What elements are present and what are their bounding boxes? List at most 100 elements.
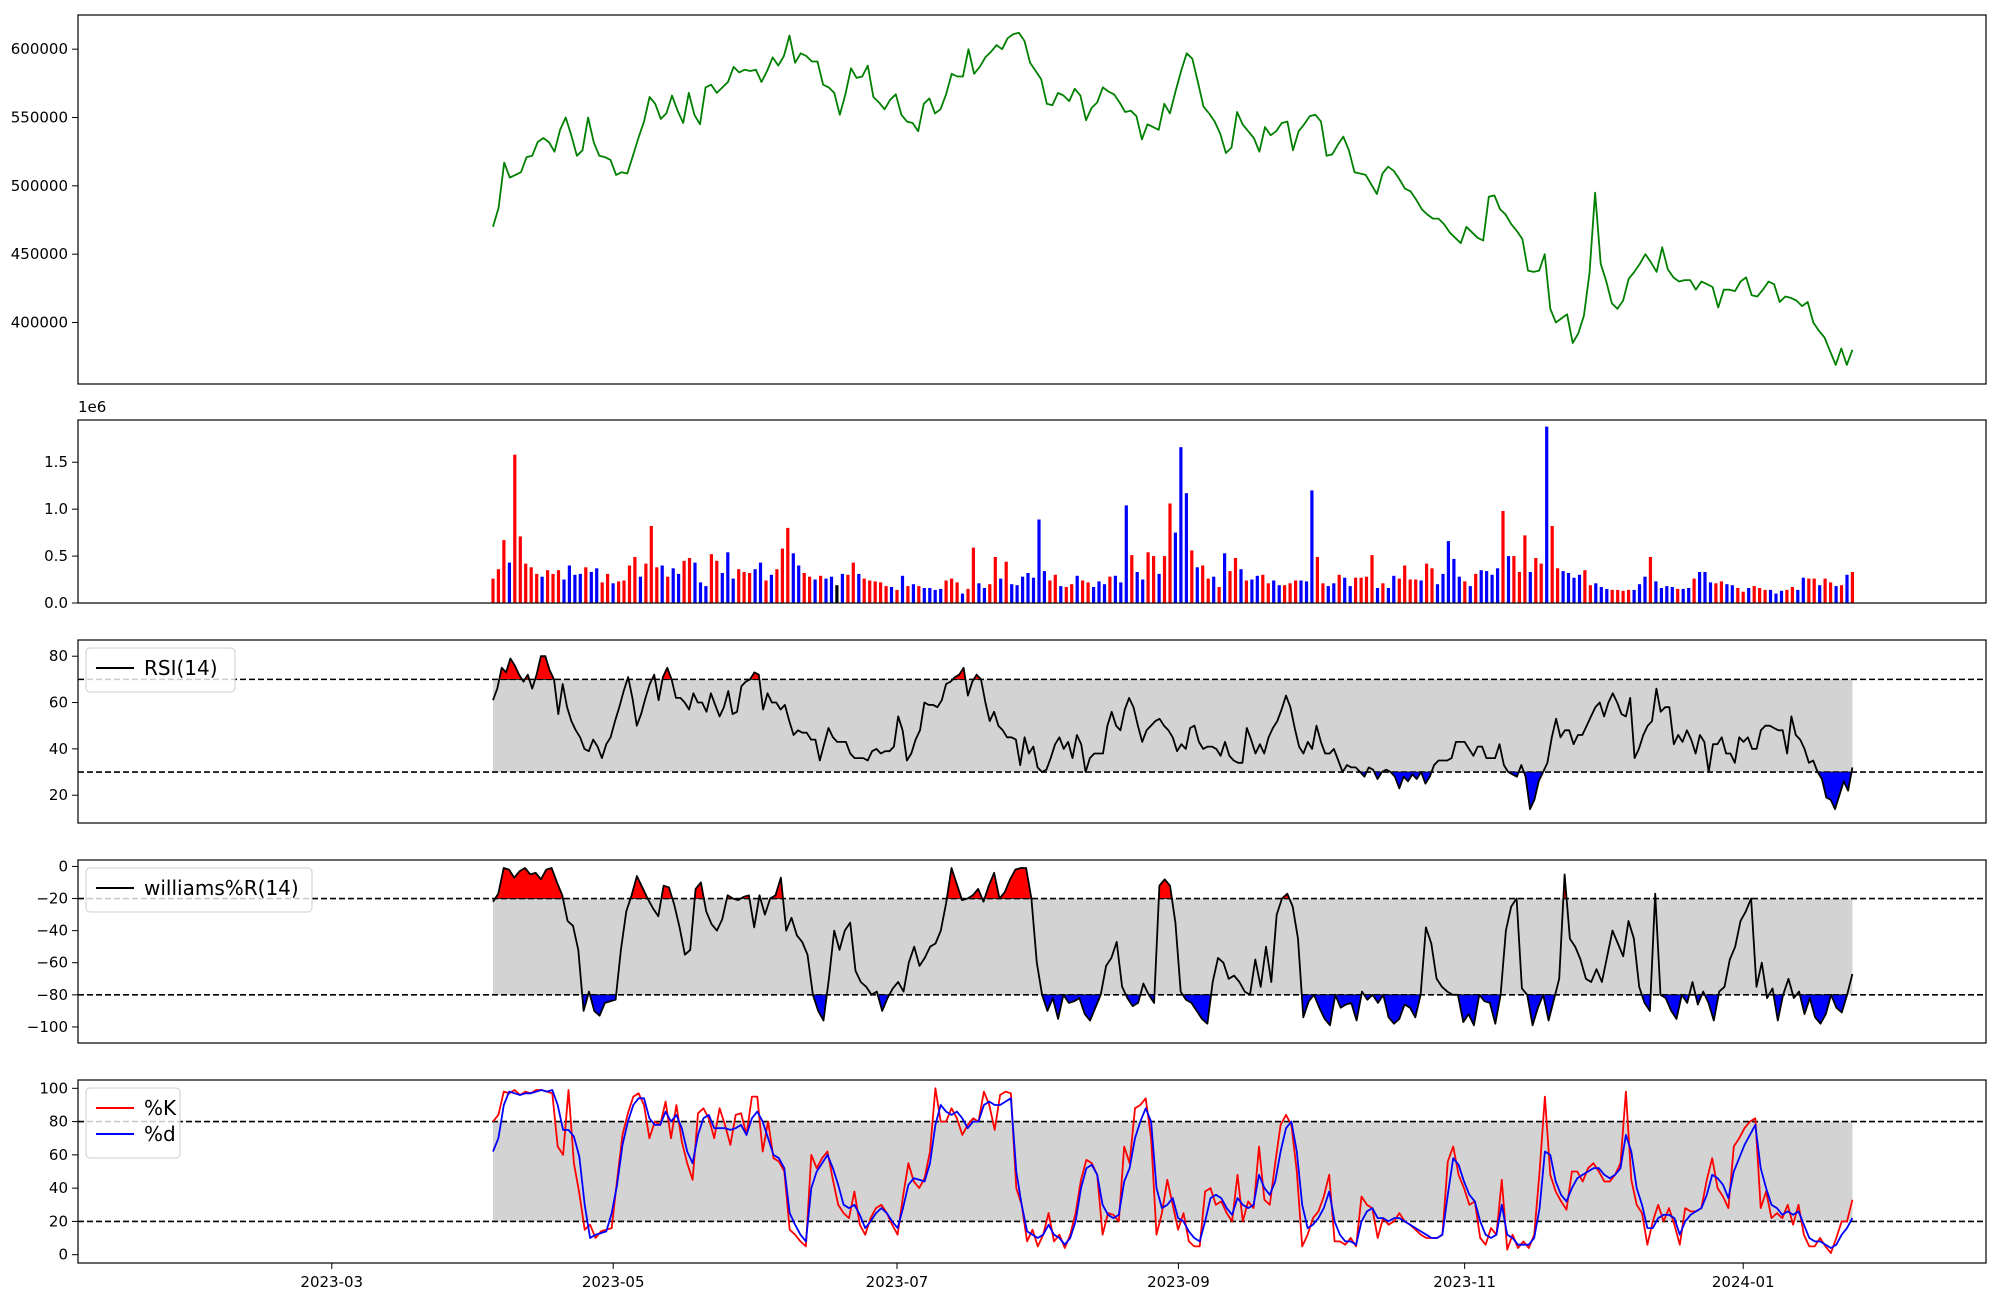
volume-bar xyxy=(1708,582,1713,603)
volume-bar xyxy=(1441,573,1445,603)
volume-bar xyxy=(1430,568,1434,603)
volume-bar xyxy=(1523,535,1527,603)
volume-bar xyxy=(1779,590,1784,603)
volume-bar xyxy=(966,588,970,603)
volume-bar xyxy=(808,576,812,603)
volume-bar xyxy=(1124,505,1128,603)
volume-bar xyxy=(988,584,992,603)
williams-legend-label: williams%R(14) xyxy=(144,876,299,900)
volume-bar xyxy=(1277,585,1281,603)
volume-bar xyxy=(748,573,752,603)
volume-bar xyxy=(939,588,943,603)
volume-bar xyxy=(562,579,566,603)
volume-bar xyxy=(1239,569,1243,603)
volume-bar xyxy=(1485,571,1489,603)
volume-bar xyxy=(1681,588,1685,603)
price-ytick-label: 600000 xyxy=(11,40,68,58)
volume-bar xyxy=(709,554,713,603)
volume-bar xyxy=(780,548,784,603)
stoch-legend xyxy=(85,1087,181,1159)
volume-bar xyxy=(993,557,997,603)
volume-bar xyxy=(1490,574,1494,603)
volume-bar xyxy=(638,576,642,603)
volume-bar xyxy=(1703,572,1707,603)
volume-bar xyxy=(1310,490,1314,603)
volume-bar xyxy=(720,573,724,603)
volume-bar xyxy=(1092,587,1096,603)
price-ytick-label: 400000 xyxy=(11,314,68,332)
volume-bar xyxy=(1299,580,1303,603)
volume-bar xyxy=(622,580,626,603)
volume-bar xyxy=(529,567,533,603)
volume-ytick-label: 1.5 xyxy=(44,453,68,471)
volume-bar xyxy=(933,589,937,603)
volume-bar xyxy=(895,589,899,603)
volume-bar xyxy=(1457,576,1461,603)
volume-bar xyxy=(1812,578,1816,603)
volume-bar xyxy=(1414,579,1418,603)
volume-bar xyxy=(513,454,517,603)
volume-bar xyxy=(1059,586,1063,603)
volume-bar xyxy=(1452,558,1456,603)
williams-ytick-label: −20 xyxy=(36,890,68,908)
volume-bar xyxy=(1343,577,1347,603)
volume-ytick-label: 1.0 xyxy=(44,500,68,518)
volume-bar xyxy=(1446,541,1450,603)
volume-bar xyxy=(906,586,910,603)
volume-bar xyxy=(600,582,604,603)
volume-bar xyxy=(884,586,888,603)
volume-bar xyxy=(1654,581,1658,603)
volume-bar xyxy=(1850,572,1854,603)
volume-bar xyxy=(1583,570,1587,603)
volume-bar xyxy=(1599,587,1603,603)
volume-bar xyxy=(1550,526,1554,603)
volume-bar xyxy=(578,573,582,603)
price-frame xyxy=(77,14,1987,385)
volume-bar xyxy=(1386,588,1390,603)
volume-bar xyxy=(1261,574,1265,603)
volume-bar xyxy=(1566,573,1571,603)
stoch-line-k xyxy=(492,1087,1854,1254)
volume-bar xyxy=(1315,557,1319,603)
x-tick-label: 2023-05 xyxy=(582,1273,645,1291)
volume-bar xyxy=(1506,556,1511,603)
volume-bar xyxy=(1643,576,1647,603)
volume-bar xyxy=(1108,576,1112,603)
williams-oversold-fill xyxy=(1182,994,1212,1025)
volume-bar xyxy=(682,560,686,603)
volume-bar xyxy=(551,573,555,603)
volume-bar xyxy=(1021,576,1025,603)
volume-bar xyxy=(671,568,675,603)
williams-ytick-label: −100 xyxy=(27,1018,68,1036)
volume-bar xyxy=(649,526,653,603)
volume-bar xyxy=(1670,587,1674,603)
stoch-ytick-label: 40 xyxy=(49,1179,68,1197)
volume-bar xyxy=(1119,582,1123,603)
volume-bar xyxy=(502,540,506,603)
volume-ytick-label: 0.0 xyxy=(44,594,68,612)
volume-bar xyxy=(944,580,948,603)
volume-bar xyxy=(1637,584,1642,603)
rsi-ytick-label: 60 xyxy=(49,694,68,712)
volume-bar xyxy=(1179,447,1183,603)
volume-bar xyxy=(540,576,544,603)
volume-bar xyxy=(786,527,790,603)
volume-bar xyxy=(1381,583,1385,603)
x-tick-label: 2023-03 xyxy=(300,1273,363,1291)
volume-bar xyxy=(1294,580,1298,603)
williams-oversold-fill xyxy=(1363,993,1422,1025)
volume-bar xyxy=(1736,588,1740,603)
volume-bar xyxy=(1539,563,1543,603)
volume-bar xyxy=(535,573,539,603)
volume-bar xyxy=(1665,586,1669,603)
volume-frame xyxy=(77,419,1987,604)
volume-bar xyxy=(846,574,850,603)
volume-bar xyxy=(1758,588,1762,603)
williams-band xyxy=(492,898,1853,995)
volume-bar xyxy=(1610,589,1614,603)
volume-bar xyxy=(595,568,599,603)
volume-bar xyxy=(617,581,621,603)
volume-bar xyxy=(758,562,763,603)
volume-bar xyxy=(1556,568,1560,603)
volume-bar xyxy=(1408,579,1412,603)
